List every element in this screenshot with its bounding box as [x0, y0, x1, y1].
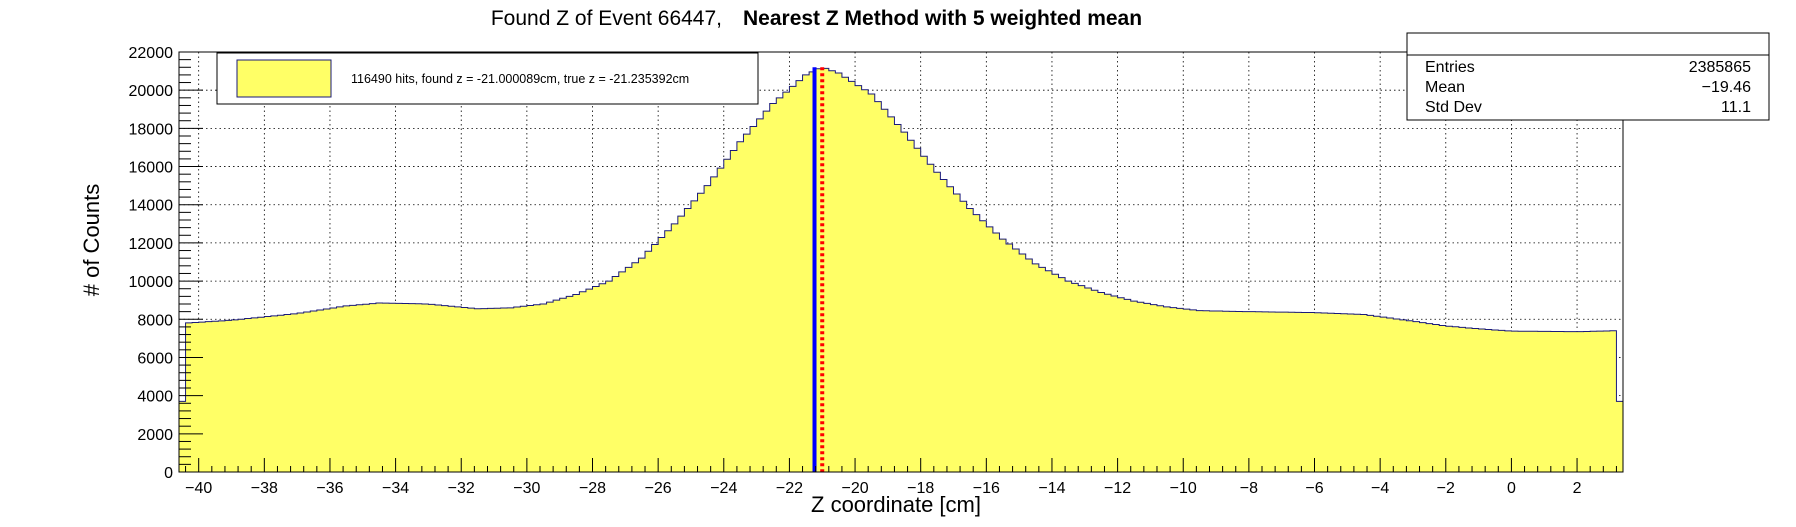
- y-tick-label: 22000: [129, 45, 174, 62]
- histogram-bars: [178, 67, 1624, 473]
- legend: 116490 hits, found z = -21.000089cm, tru…: [216, 52, 759, 105]
- x-tick-label: −4: [1371, 480, 1389, 497]
- y-tick-label: 2000: [137, 427, 173, 444]
- chart-title-main: Found Z of Event 66447,: [491, 7, 722, 30]
- y-tick-label: 0: [164, 465, 173, 482]
- histogram-area: [178, 67, 1624, 473]
- x-tick-label: −14: [1038, 480, 1065, 497]
- stats-mean-label: Mean: [1425, 79, 1465, 96]
- y-tick-label: 12000: [129, 236, 174, 253]
- y-tick-label: 10000: [129, 274, 174, 291]
- y-tick-label: 18000: [129, 121, 174, 138]
- z-markers: [812, 67, 825, 472]
- x-tick-label: −34: [382, 480, 409, 497]
- x-tick-label: −2: [1437, 480, 1455, 497]
- y-axis-title: # of Counts: [79, 184, 104, 297]
- x-tick-label: −10: [1170, 480, 1197, 497]
- y-tick-label: 8000: [137, 312, 173, 329]
- y-tick-label: 20000: [129, 83, 174, 100]
- x-tick-label: −28: [579, 480, 606, 497]
- legend-swatch: [236, 59, 332, 98]
- x-tick-label: −12: [1104, 480, 1131, 497]
- x-tick-label: −32: [448, 480, 475, 497]
- x-tick-label: −38: [251, 480, 278, 497]
- chart-title-method: Nearest Z Method with 5 weighted mean: [743, 7, 1142, 30]
- stats-stddev-label: Std Dev: [1425, 99, 1482, 116]
- x-axis: −40 −38 −36 −34 −32 −30 −28 −26 −24 −22 −20 −18 −16−…: [185, 458, 1617, 497]
- stats-stddev-value: 11.1: [1721, 99, 1751, 116]
- x-tick-label: −16: [973, 480, 1000, 497]
- x-tick-label: −26: [645, 480, 672, 497]
- y-tick-label: 6000: [137, 350, 173, 367]
- x-tick-label: −8: [1240, 480, 1258, 497]
- stats-frame: [1406, 32, 1770, 121]
- x-axis-title: Z coordinate [cm]: [811, 492, 981, 517]
- y-tick-label: 14000: [129, 198, 174, 215]
- x-tick-label: 0: [1507, 480, 1516, 497]
- x-tick-label: −30: [513, 480, 540, 497]
- stats-entries-value: 2385865: [1689, 59, 1751, 76]
- x-tick-label: −36: [316, 480, 343, 497]
- y-tick-label: 4000: [137, 389, 173, 406]
- x-tick-label: −18: [907, 480, 934, 497]
- stats-entries-label: Entries: [1425, 59, 1475, 76]
- x-tick-label: −6: [1305, 480, 1323, 497]
- y-axis: 0 2000 4000 6000 8000 10000 12000 14000 16000 180…: [129, 45, 203, 482]
- plot-frame: [178, 51, 1624, 473]
- legend-entry: 116490 hits, found z = -21.000089cm, tru…: [351, 72, 689, 86]
- x-tick-label: −22: [776, 480, 803, 497]
- stats-mean-value: −19.46: [1702, 79, 1751, 96]
- x-tick-label: 2: [1573, 480, 1582, 497]
- x-tick-label: −24: [710, 480, 737, 497]
- x-tick-label: −40: [185, 480, 212, 497]
- stats-box: Entries 2385865 Mean −19.46 Std Dev 11.1: [1406, 32, 1770, 121]
- x-tick-label: −20: [841, 480, 868, 497]
- y-tick-label: 16000: [129, 160, 174, 177]
